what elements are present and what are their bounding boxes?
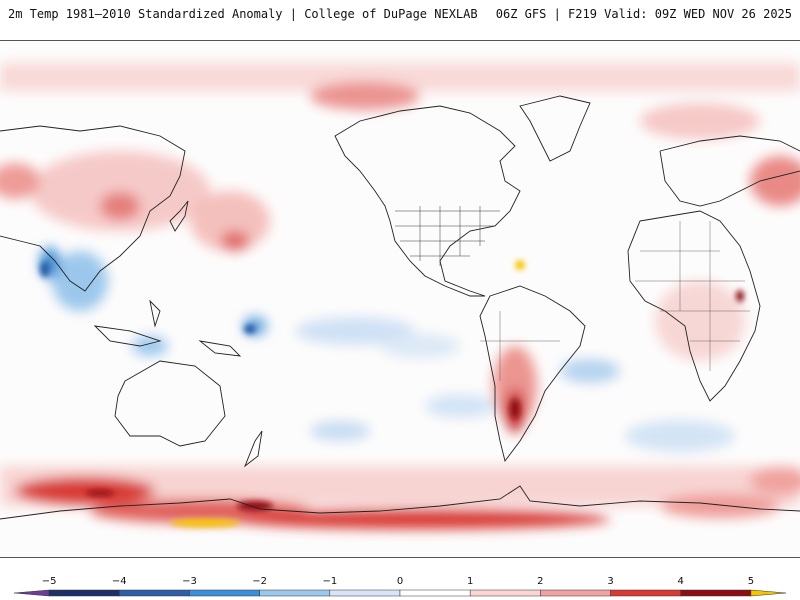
legend-bin	[189, 589, 260, 597]
anomaly-extremes	[40, 260, 744, 527]
country-borders	[480, 221, 750, 381]
australia-outline	[114, 360, 226, 447]
map-title: 2m Temp 1981–2010 Standardized Anomaly |…	[8, 7, 478, 21]
africa-outline	[627, 210, 761, 402]
greenland-outline	[519, 95, 591, 162]
legend-bin	[680, 589, 752, 597]
color-legend: −5 −4 −3 −2 −1 0 1 2 3 4 5	[0, 570, 800, 600]
legend-tick-label: 0	[397, 576, 403, 587]
legend-tick-label: 3	[607, 576, 613, 587]
legend-bin	[259, 589, 331, 597]
south-america-outline	[479, 285, 586, 463]
legend-tick-label: 2	[537, 576, 543, 587]
legend-bin	[750, 589, 787, 597]
japan-outline	[169, 200, 189, 232]
coastlines	[0, 95, 800, 520]
legend-tick-label: 1	[467, 576, 473, 587]
legend-tick-label: −5	[42, 576, 57, 587]
legend-bin	[399, 589, 471, 597]
legend-tick-label: −3	[182, 576, 197, 587]
asia-outline	[0, 125, 186, 292]
legend-bin	[610, 589, 681, 597]
maritime-asia-outline	[93, 299, 242, 357]
legend-tick-label: −2	[252, 576, 267, 587]
legend-bin	[13, 589, 50, 597]
anomaly-map[interactable]	[0, 40, 800, 558]
legend-tick-label: −4	[112, 576, 127, 587]
europe-outline	[659, 135, 800, 207]
legend-bin	[119, 589, 190, 597]
legend-tick-label: 5	[748, 576, 754, 587]
antarctica-outline	[0, 485, 800, 520]
legend-tick-label: −1	[322, 576, 337, 587]
legend-canvas: −5 −4 −3 −2 −1 0 1 2 3 4 5	[13, 576, 787, 597]
legend-bin	[48, 589, 120, 597]
header: 2m Temp 1981–2010 Standardized Anomaly |…	[0, 0, 800, 28]
legend-bin	[329, 589, 401, 597]
model-run-info: 06Z GFS | F219 Valid: 09Z WED NOV 26 202…	[495, 7, 792, 21]
us-state-borders	[395, 206, 500, 266]
legend-bin	[469, 589, 541, 597]
anomaly-fields	[0, 63, 800, 529]
legend-bin	[540, 589, 611, 597]
anomaly-map-canvas	[0, 41, 800, 557]
new-zealand-outline	[243, 430, 263, 468]
legend-tick-label: 4	[678, 576, 684, 587]
